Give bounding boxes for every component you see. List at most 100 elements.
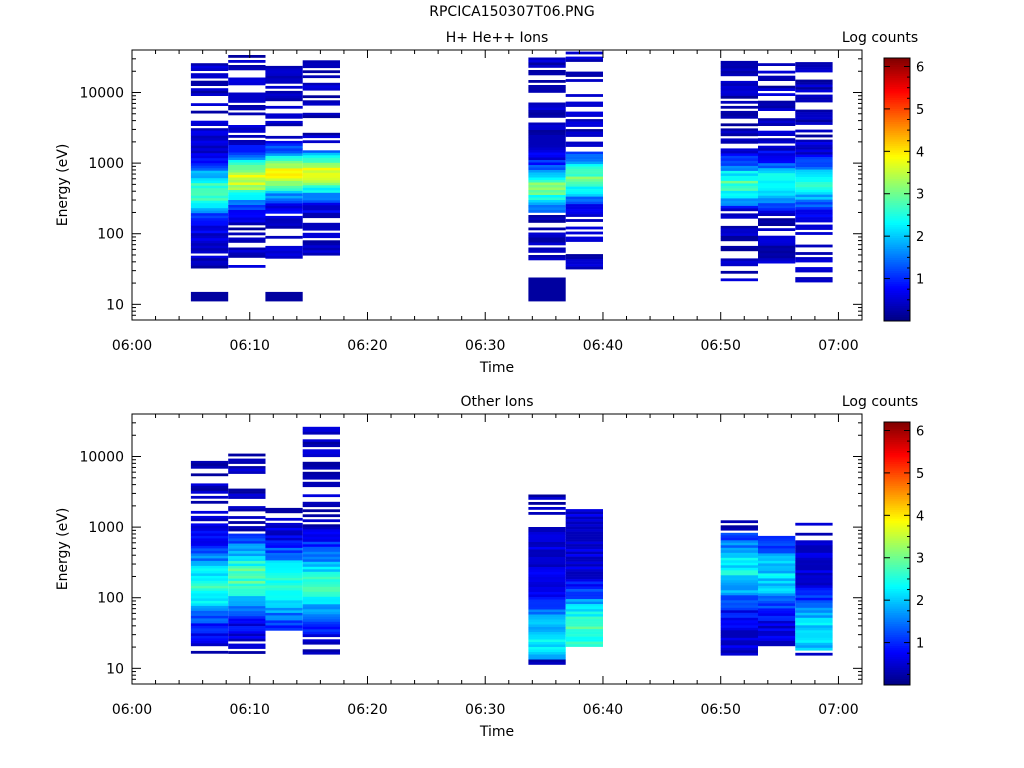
- heatmap-cell: [190, 613, 229, 617]
- heatmap-cell: [302, 601, 340, 605]
- heatmap-cell: [302, 531, 340, 535]
- colorbar-segment: [884, 285, 910, 289]
- heatmap-cell: [795, 582, 833, 586]
- heatmap-cell: [758, 595, 796, 599]
- heatmap-cell: [302, 100, 340, 104]
- heatmap-cell: [265, 90, 303, 94]
- heatmap-cell: [528, 647, 566, 650]
- heatmap-cell: [528, 257, 566, 261]
- heatmap-cell: [758, 145, 796, 149]
- heatmap-cell: [758, 640, 796, 644]
- heatmap-cell: [795, 562, 833, 566]
- colorbar-segment: [884, 470, 910, 473]
- heatmap-cell: [228, 548, 266, 552]
- heatmap-cell: [302, 195, 340, 199]
- heatmap-cell: [565, 566, 603, 570]
- heatmap-cell: [265, 200, 303, 204]
- heatmap-cell: [190, 198, 229, 201]
- heatmap-cell: [565, 239, 603, 242]
- colorbar-segment: [884, 233, 910, 236]
- colorbar-segment: [884, 461, 910, 465]
- colorbar-segment: [884, 678, 910, 682]
- heatmap-cell: [302, 609, 340, 613]
- heatmap-cell: [190, 603, 229, 607]
- heatmap-cell: [565, 516, 603, 520]
- heatmap-cell: [528, 597, 566, 600]
- heatmap-cell: [228, 100, 266, 103]
- heatmap-cell: [758, 630, 796, 634]
- colorbar-segment: [884, 472, 910, 475]
- heatmap-cell: [190, 575, 229, 579]
- heatmap-cell: [228, 135, 266, 138]
- heatmap-cell: [228, 162, 266, 166]
- heatmap-cell: [795, 164, 833, 168]
- heatmap-cell: [228, 571, 266, 574]
- colorbar-segment: [884, 481, 910, 484]
- heatmap-cell: [190, 465, 229, 469]
- heatmap-cell: [720, 215, 758, 219]
- heatmap-cell: [528, 614, 566, 618]
- heatmap-cell: [302, 649, 340, 653]
- colorbar-segment: [884, 503, 910, 506]
- heatmap-cell: [565, 639, 603, 642]
- heatmap-cell: [758, 200, 796, 204]
- colorbar-segment: [884, 621, 910, 625]
- heatmap-cell: [528, 604, 566, 608]
- heatmap-cell: [528, 634, 566, 638]
- heatmap-cell: [265, 205, 303, 209]
- heatmap-cell: [565, 71, 603, 75]
- heatmap-cell: [565, 606, 603, 610]
- heatmap-cell: [228, 631, 266, 634]
- colorbar-segment: [884, 108, 910, 111]
- heatmap-cell: [528, 197, 566, 201]
- heatmap-cell: [228, 105, 266, 108]
- heatmap-cell: [265, 178, 303, 182]
- heatmap-cell: [795, 134, 833, 138]
- colorbar-segment: [884, 520, 910, 524]
- heatmap-cell: [228, 616, 266, 619]
- heatmap-cell: [528, 240, 566, 243]
- heatmap-cell: [302, 594, 340, 598]
- colorbar-segment: [884, 553, 910, 557]
- colorbar-segment: [884, 465, 910, 469]
- heatmap-cell: [190, 200, 229, 204]
- heatmap-cell: [190, 248, 229, 251]
- heatmap-cell: [228, 453, 266, 457]
- heatmap-cell: [565, 621, 603, 625]
- heatmap-cell: [528, 87, 566, 91]
- heatmap-cell: [720, 248, 758, 252]
- heatmap-cell: [758, 188, 796, 191]
- heatmap-cell: [190, 173, 229, 176]
- heatmap-cell: [758, 573, 796, 577]
- heatmap-cell: [565, 616, 603, 620]
- heatmap-cell: [565, 156, 603, 160]
- colorbar-segment: [884, 161, 910, 164]
- heatmap-cell: [190, 68, 229, 71]
- heatmap-cell: [265, 507, 303, 511]
- heatmap-cell: [302, 589, 340, 593]
- heatmap-cell: [795, 232, 833, 235]
- colorbar-segment: [884, 77, 910, 81]
- heatmap-cell: [758, 603, 796, 607]
- heatmap-cell: [528, 582, 566, 585]
- heatmap-cell: [302, 551, 340, 555]
- heatmap-cell: [228, 643, 266, 647]
- heatmap-cell: [528, 152, 566, 156]
- heatmap-cell: [720, 115, 758, 119]
- colorbar-segment: [884, 169, 910, 173]
- heatmap-cell: [265, 163, 303, 167]
- colorbar-segment: [884, 500, 910, 504]
- heatmap-cell: [795, 620, 833, 624]
- heatmap-cell: [565, 556, 603, 560]
- colorbar-segment: [884, 255, 910, 258]
- heatmap-cell: [190, 485, 229, 489]
- heatmap-cell: [302, 576, 340, 580]
- heatmap-cell: [565, 51, 603, 55]
- heatmap-cell: [265, 215, 303, 219]
- heatmap-cell: [720, 258, 758, 262]
- colorbar-segment: [884, 75, 910, 79]
- heatmap-cell: [302, 431, 340, 435]
- heatmap-cell: [720, 178, 758, 182]
- heatmap-cell: [190, 138, 229, 141]
- heatmap-cell: [265, 255, 303, 259]
